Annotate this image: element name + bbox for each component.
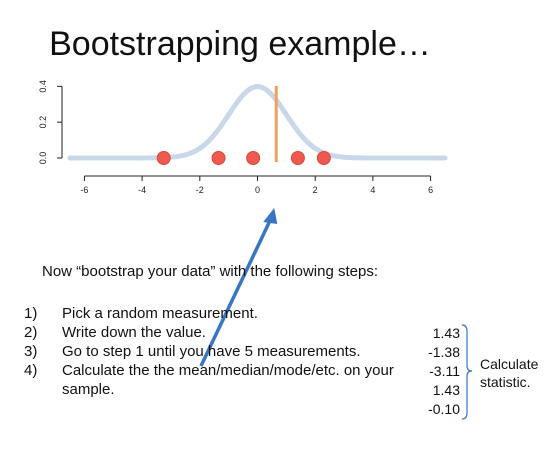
sampled-value: -3.11 [429,363,460,379]
x-tick-label: -2 [196,185,204,195]
sampled-value: 1.43 [432,382,460,398]
values-bracket [461,324,473,420]
x-tick-label: -6 [80,185,88,195]
step-text: Pick a random measurement. [62,305,258,322]
sampled-value: 1.43 [432,325,460,341]
step-text: Calculate the the mean/median/mode/etc. … [62,362,394,379]
step-number: 3) [24,343,38,360]
step-item: 2) Write down the value. [24,323,424,342]
sample-point [211,151,226,165]
sampled-value: -1.38 [428,344,460,360]
step-text: Write down the value. [62,324,206,341]
intro-text: Now “bootstrap your data” with the follo… [42,263,378,280]
statistic-label-line: Calculate [480,356,539,372]
sample-point [290,151,305,165]
step-item: 3) Go to step 1 until you have 5 measure… [24,342,424,361]
step-continuation: sample. [24,380,424,399]
sample-point [156,151,171,165]
x-tick-label: 4 [370,185,375,195]
step-item: 4) Calculate the the mean/median/mode/et… [24,361,424,380]
x-tick-label: 2 [313,185,318,195]
sample-point [246,151,261,165]
density-curve [67,84,448,161]
y-tick-label: 0.0 [38,152,48,165]
step-text: Go to step 1 until you have 5 measuremen… [62,343,361,360]
step-item: 1) Pick a random measurement. [24,304,424,323]
steps-list: 1) Pick a random measurement. 2) Write d… [24,304,424,399]
x-tick-label: 0 [255,185,260,195]
step-number: 4) [24,362,38,379]
step-number: 2) [24,324,38,341]
x-tick-label: -4 [138,185,146,195]
step-text-continuation: sample. [62,381,115,398]
slide-title: Bootstrapping example… [49,25,431,63]
y-tick-label: 0.2 [38,116,48,129]
step-number: 1) [24,305,38,322]
sampled-values-list: 1.43 -1.38 -3.11 1.43 -0.10 [414,324,460,419]
statistic-label: Calculate statistic. [480,355,552,391]
y-tick-label: 0.4 [38,80,48,93]
statistic-label-line: statistic. [480,374,531,390]
arrow-head [263,208,278,224]
sample-point [316,151,331,165]
x-tick-label: 6 [428,185,433,195]
sampled-value: -0.10 [428,401,460,417]
